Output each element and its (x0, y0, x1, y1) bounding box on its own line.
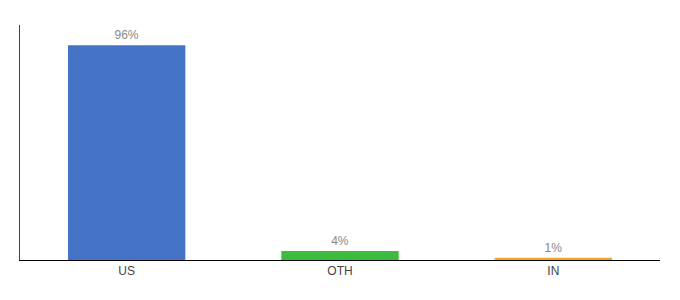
svg-text:OTH: OTH (327, 264, 352, 278)
svg-text:IN: IN (547, 264, 559, 278)
svg-text:4%: 4% (331, 234, 349, 248)
svg-text:96%: 96% (114, 28, 138, 42)
svg-text:US: US (118, 264, 135, 278)
svg-text:1%: 1% (544, 241, 562, 255)
